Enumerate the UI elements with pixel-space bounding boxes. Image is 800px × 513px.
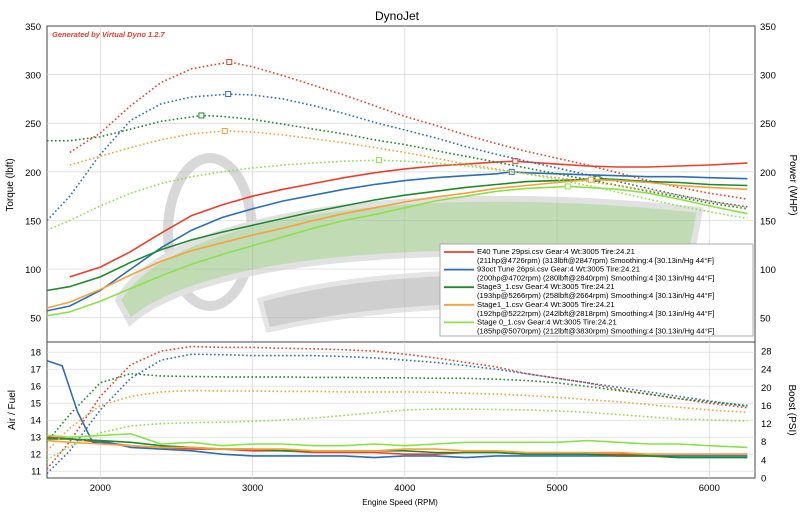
boost-curve-1 (46, 353, 748, 475)
torque-tick-label: 50 (30, 314, 41, 325)
afr-tick-label: 12 (30, 450, 41, 461)
power-curve-2 (46, 177, 748, 292)
legend-entry-name-2: Stage3_1.csv Gear:4 Wt:3005 Tire:24.21 (477, 282, 615, 291)
power-curve-1 (46, 170, 748, 312)
power-axis-label: Power (WHP) (787, 154, 798, 215)
power-tick-label: 300 (760, 71, 776, 82)
legend-entry-detail-4: (185hp@5070rpm) (212lbft@3830rpm) Smooth… (477, 326, 715, 335)
torque-peak-marker-2 (198, 112, 205, 119)
torque-peak-marker-3 (221, 128, 228, 135)
legend-entry-detail-1: (200hp@4702rpm) (280lbft@2840rpm) Smooth… (477, 274, 715, 283)
boost-curve-4 (46, 408, 748, 461)
boost-tick-label: 16 (761, 401, 772, 412)
torque-curve-0 (69, 61, 748, 200)
power-peak-marker-2 (594, 175, 601, 182)
afr-tick-label: 18 (30, 348, 41, 359)
top-series-group (46, 58, 748, 317)
torque-tick-label: 350 (25, 22, 41, 33)
afr-curve-2 (47, 438, 748, 459)
afr-axis-label: Air / Fuel (7, 390, 18, 430)
boost-tick-label: 8 (761, 437, 766, 448)
power-tick-label: 200 (760, 168, 776, 179)
power-tick-label: 250 (760, 119, 776, 130)
afr-tick-label: 15 (30, 399, 41, 410)
power-curve-4 (46, 185, 748, 317)
legend-entry-detail-2: (193hp@5266rpm) (258lbft@2664rpm) Smooth… (477, 291, 715, 300)
afr-tick-label: 11 (31, 467, 41, 478)
afr-curve-4 (46, 432, 748, 449)
torque-peak-marker-1 (225, 91, 232, 98)
legend-entry-name-0: E40 Tune 29psi.csv Gear:4 Wt:3005 Tire:2… (477, 247, 635, 256)
torque-peak-marker-0 (226, 58, 233, 65)
boost-tick-label: 28 (761, 347, 772, 358)
legend-entry-name-1: 93oct Tune 26psi.csv Gear:4 Wt:3005 Tire… (477, 265, 640, 274)
power-peak-marker-3 (587, 176, 594, 183)
chart-title: DynoJet (375, 9, 420, 23)
boost-curve-2 (46, 372, 748, 443)
power-tick-label: 50 (760, 314, 771, 325)
boost-axis-label: Boost (PSI) (786, 384, 797, 435)
bottom-series-group (46, 345, 748, 475)
legend-entry-detail-0: (211hp@4726rpm) (313lbft@2847rpm) Smooth… (477, 256, 714, 265)
power-curve-3 (46, 178, 748, 309)
legend-entry-name-3: Stage1_1.csv Gear:4 Wt:3005 Tire:24.21 (477, 300, 615, 309)
boost-tick-label: 0 (761, 474, 766, 485)
torque-tick-label: 100 (25, 265, 41, 276)
afr-tick-label: 17 (30, 365, 41, 376)
legend: E40 Tune 29psi.csv Gear:4 Wt:3005 Tire:2… (439, 243, 754, 337)
rpm-tick-label: 2000 (90, 483, 111, 494)
boost-tick-label: 24 (761, 365, 772, 376)
boost-tick-label: 20 (761, 383, 772, 394)
afr-tick-label: 14 (30, 416, 41, 427)
legend-entry-name-4: Stage 0_1.csv Gear:4 Wt:3005 Tire:24.21 (477, 317, 617, 326)
afr-curve-3 (46, 439, 748, 456)
legend-box (439, 243, 754, 337)
legend-items: E40 Tune 29psi.csv Gear:4 Wt:3005 Tire:2… (444, 247, 715, 335)
power-peak-marker-4 (564, 183, 571, 190)
watermark-generated-label: Generated by Virtual Dyno 1.2.7 (52, 30, 166, 39)
rpm-tick-label: 6000 (699, 483, 720, 494)
power-curve-0 (69, 160, 748, 278)
torque-tick-label: 300 (25, 71, 41, 82)
boost-tick-label: 4 (761, 455, 766, 466)
rpm-axis-label: Engine Speed (RPM) (362, 498, 438, 507)
torque-axis-label: Torque (lbft) (5, 158, 16, 211)
rpm-tick-label: 5000 (546, 483, 567, 494)
power-tick-label: 150 (760, 216, 776, 227)
rpm-tick-label: 4000 (394, 483, 415, 494)
power-tick-label: 350 (760, 22, 776, 33)
power-tick-label: 100 (760, 265, 776, 276)
bottom-grid: 11 12 13 14 15 16 17 18 0 4 8 12 16 20 24 28 2000 3000 400… (30, 342, 772, 494)
boost-curve-3 (46, 389, 748, 452)
torque-tick-label: 150 (25, 216, 41, 227)
torque-curve-3 (69, 130, 748, 209)
bottom-plot-frame (46, 341, 756, 479)
legend-entry-detail-3: (192hp@5222rpm) (242lbft@2818rpm) Smooth… (477, 309, 715, 318)
rpm-tick-label: 3000 (242, 483, 263, 494)
torque-tick-label: 250 (25, 119, 41, 130)
torque-peak-marker-4 (375, 157, 382, 164)
torque-tick-label: 200 (25, 168, 41, 179)
afr-tick-label: 13 (30, 433, 41, 444)
afr-tick-label: 16 (30, 382, 41, 393)
boost-tick-label: 12 (761, 419, 772, 430)
